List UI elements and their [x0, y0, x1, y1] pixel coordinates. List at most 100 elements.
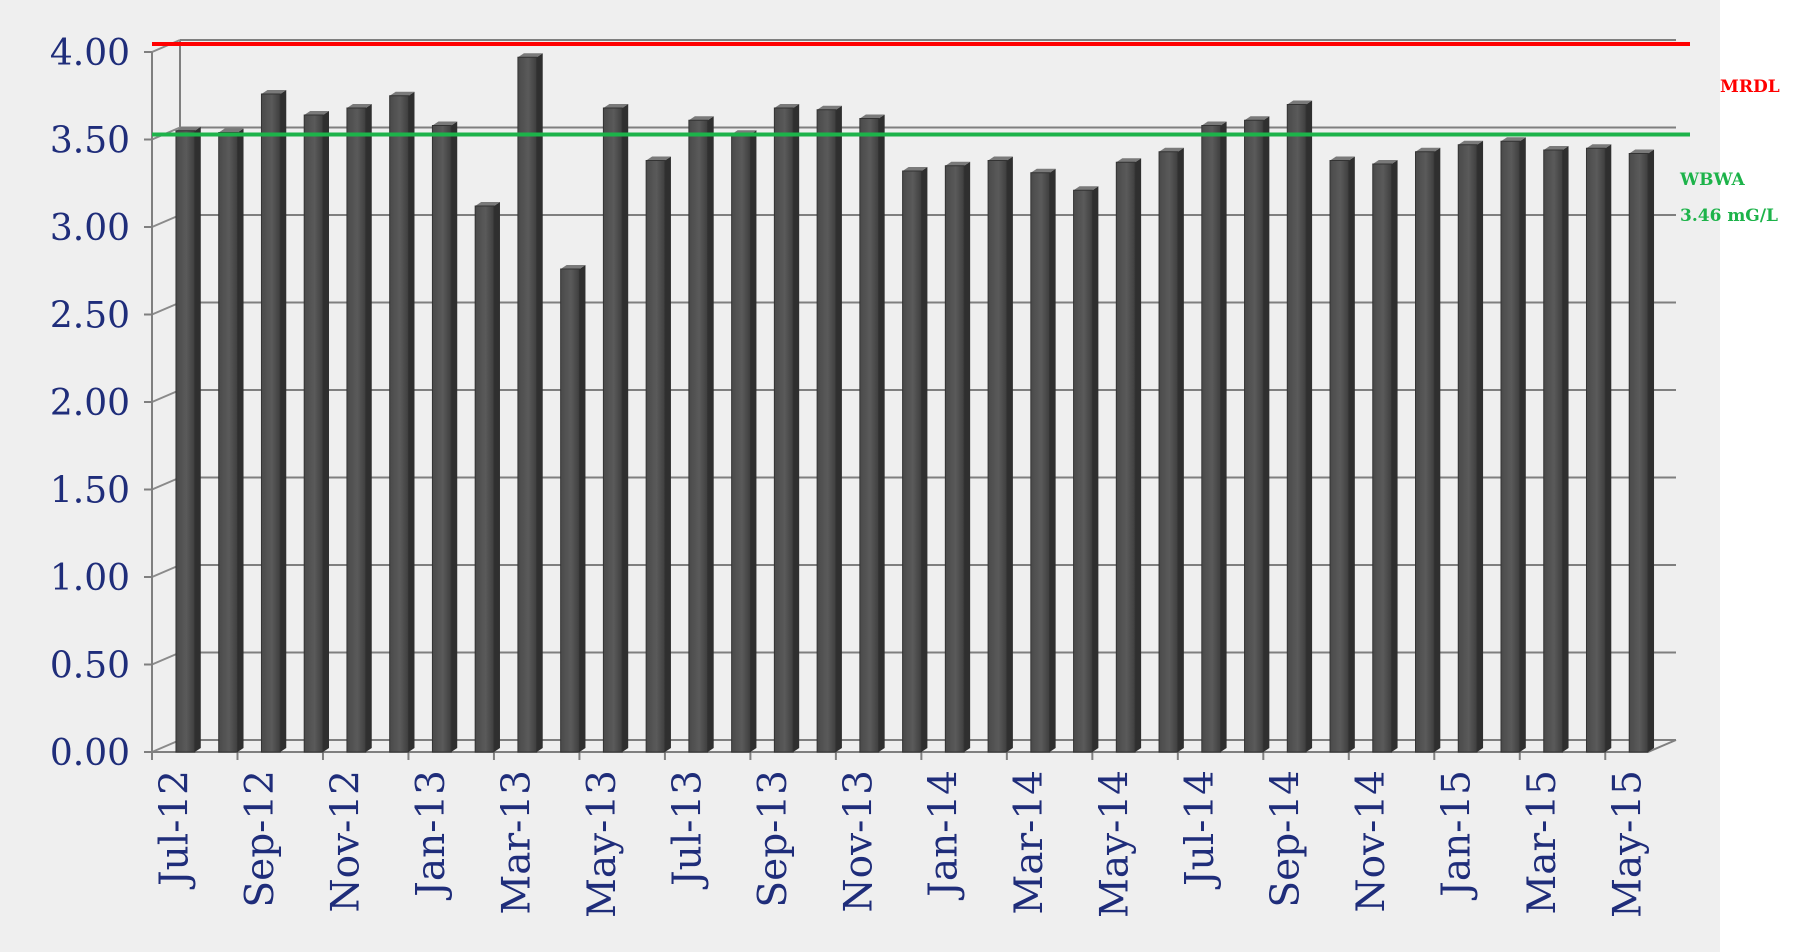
bar [859, 114, 885, 753]
bar-front [1628, 153, 1649, 753]
y-axis-ticks: 0.00 0.50 1.00 1.50 2.00 2.50 3.00 3.50 4.00 [50, 33, 130, 774]
bar-front [1585, 147, 1606, 753]
x-tick-label: May-13 [580, 770, 625, 918]
bar-side [1562, 146, 1569, 752]
bar-side [1220, 121, 1227, 752]
bar-side [451, 121, 458, 752]
x-tick-label: Nov-14 [1349, 770, 1394, 912]
bar-top [389, 91, 415, 96]
bar [902, 167, 928, 753]
x-tick-label: Jul-13 [665, 770, 710, 890]
bar-front [517, 56, 538, 753]
y-tick-label: 3.00 [50, 208, 130, 249]
bar [1628, 149, 1655, 753]
bar-top [1372, 160, 1398, 164]
bar [987, 156, 1013, 753]
bar-front [1244, 119, 1264, 753]
bar-side [1477, 140, 1484, 752]
bar-top [1415, 147, 1441, 152]
x-tick-label: Mar-15 [1520, 770, 1565, 915]
bar-side [793, 104, 800, 752]
gridline-depth [151, 214, 181, 228]
bar-top [1244, 116, 1270, 121]
bar [474, 202, 500, 753]
gridline-depth [151, 564, 181, 578]
bar [1115, 158, 1142, 753]
bar-top [261, 90, 287, 94]
bar-side [1306, 100, 1313, 752]
bar-front [474, 205, 495, 753]
bar [303, 111, 330, 753]
bar [688, 116, 714, 753]
bar-top [646, 156, 671, 161]
bar [560, 265, 586, 753]
y-tick-label: 3.50 [50, 121, 130, 162]
bar-side [1605, 144, 1612, 752]
bar-front [645, 160, 666, 753]
bar-top [1201, 121, 1227, 126]
bar-top [988, 156, 1013, 161]
gridline-depth [151, 651, 181, 666]
bar-side [237, 128, 244, 752]
x-tick-label: Jul-14 [1178, 770, 1223, 890]
bar-front [1073, 189, 1093, 753]
bar-top [603, 104, 629, 108]
bar-front [346, 107, 367, 753]
bar-side [1135, 158, 1142, 752]
bar [816, 105, 842, 753]
bar-side [1177, 147, 1184, 752]
bar-front [944, 165, 965, 753]
bar-front [1543, 149, 1564, 753]
bar-front [602, 107, 623, 753]
bar-side [1348, 156, 1355, 752]
bar-side [622, 104, 629, 752]
bar [218, 128, 244, 753]
x-tick-label: Jan-13 [409, 770, 454, 901]
bar-top [1500, 137, 1526, 142]
bar-front [431, 125, 452, 753]
bar-side [194, 126, 201, 752]
bar-side [1263, 116, 1270, 752]
y-tick-label: 2.00 [50, 383, 130, 424]
bar-side [579, 265, 586, 752]
bar-top [560, 265, 586, 269]
bar [431, 121, 458, 753]
bar-front [731, 133, 751, 753]
bar-top [1629, 149, 1655, 154]
bar-side [707, 116, 714, 752]
x-tick-label: Nov-13 [836, 770, 881, 912]
y-tick-label: 0.50 [50, 646, 130, 687]
reference-label-wbwa: WBWA [1679, 170, 1745, 190]
bar-side [408, 91, 415, 752]
bar-front [1115, 161, 1136, 753]
bar-top [1159, 147, 1184, 152]
bar-front [218, 132, 239, 753]
bar-top [1116, 158, 1142, 163]
bar-front [1201, 125, 1222, 753]
bar [773, 104, 800, 753]
bar [1415, 147, 1441, 753]
bar-top [688, 116, 714, 121]
x-tick-label: May-15 [1606, 770, 1651, 918]
bar-front [816, 109, 837, 753]
bar-top [1330, 156, 1355, 161]
bar-top [1543, 146, 1569, 150]
bar-front [1457, 144, 1478, 753]
bar-top [859, 114, 885, 119]
bar-front [773, 107, 794, 753]
bar-side [835, 105, 842, 752]
x-tick-label: Jan-15 [1435, 770, 1480, 901]
x-tick-label: Jul-12 [152, 770, 197, 890]
bars [175, 53, 1655, 753]
x-tick-label: Sep-14 [1264, 770, 1309, 908]
x-tick-label: May-14 [1093, 770, 1138, 918]
bar-front [987, 160, 1008, 753]
bar [1372, 160, 1398, 753]
bar-front [303, 114, 324, 753]
x-tick-label: Mar-14 [1007, 770, 1052, 915]
bar-front [260, 93, 281, 753]
bar-top [1586, 144, 1612, 149]
bar-front [1158, 151, 1179, 753]
bar [1158, 147, 1184, 753]
